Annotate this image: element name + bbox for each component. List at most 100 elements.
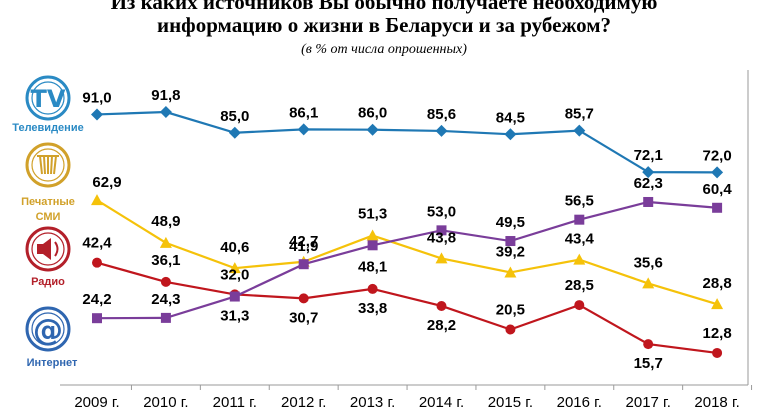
data-label: 31,3 (220, 308, 249, 325)
data-label: 30,7 (289, 309, 318, 326)
data-label: 48,1 (358, 258, 387, 275)
icon-inner-ring (31, 81, 65, 115)
data-label: 86,1 (289, 104, 318, 121)
data-label: 49,5 (496, 214, 525, 231)
data-point-triangle (91, 194, 103, 206)
icon-label: Телевидение (12, 122, 83, 134)
sound-wave (54, 241, 59, 257)
data-label: 28,5 (565, 277, 594, 294)
data-point-diamond (504, 128, 517, 141)
data-point-circle (643, 339, 654, 350)
data-label: 12,8 (702, 325, 731, 342)
x-tick-label: 2017 г. (626, 394, 671, 408)
data-point-circle (505, 324, 516, 335)
data-label: 72,0 (702, 147, 731, 164)
data-label: 33,8 (358, 300, 387, 317)
data-point-square (712, 202, 723, 213)
data-label: 20,5 (496, 301, 525, 318)
data-label: 62,9 (92, 174, 121, 191)
data-point-circle (298, 293, 309, 304)
data-label: 41,9 (289, 238, 318, 255)
data-label: 56,5 (565, 193, 594, 210)
data-point-square (574, 214, 585, 225)
icon-label: Радио (31, 276, 65, 288)
newspaper-stroke (39, 155, 43, 175)
data-point-square (436, 225, 447, 236)
data-point-square (160, 312, 171, 323)
data-label: 48,9 (151, 213, 180, 230)
icon-inner-ring (31, 148, 65, 182)
data-label: 72,1 (634, 147, 663, 164)
data-point-circle (92, 257, 102, 268)
data-label: 91,8 (151, 87, 180, 104)
newspaper-icon: Печатные СМИ (21, 142, 75, 223)
data-point-triangle (642, 277, 655, 289)
data-point-diamond (297, 123, 310, 136)
data-point-diamond (159, 106, 172, 119)
icon-ring (25, 75, 71, 121)
series-1 (91, 194, 724, 310)
data-point-diamond (366, 123, 379, 136)
speaker-cone (43, 238, 51, 260)
data-label: 85,7 (565, 106, 594, 123)
series-line (96, 261, 718, 355)
data-point-diamond (228, 126, 241, 139)
data-point-diamond (91, 108, 103, 121)
data-point-circle (160, 276, 171, 287)
chart-title-line-1: Из каких источников Вы обычно получаете … (110, 0, 658, 14)
x-tick-label: 2016 г. (557, 394, 602, 408)
data-label: 40,6 (220, 239, 249, 256)
data-point-triangle (435, 252, 448, 264)
icon-label: СМИ (36, 211, 61, 223)
data-point-circle (436, 300, 447, 311)
data-label: 91,0 (82, 89, 111, 106)
data-label: 24,3 (151, 291, 180, 308)
tv-icon: TV Телевидение (12, 75, 84, 134)
data-point-diamond (435, 124, 448, 137)
series-line (96, 110, 718, 174)
data-point-square (229, 291, 240, 302)
data-point-square (298, 259, 309, 270)
x-tick-label: 2013 г. (350, 394, 395, 408)
x-tick-label: 2014 г. (419, 394, 464, 408)
x-tick-label: 2011 г. (213, 394, 257, 408)
data-label: 43,4 (565, 231, 595, 248)
data-point-triangle (228, 262, 241, 274)
x-tick-label: 2009 г. (74, 394, 119, 408)
data-label: 85,6 (427, 106, 456, 123)
data-point-square (367, 240, 378, 251)
series-line (96, 200, 718, 320)
speaker-body (37, 244, 43, 254)
tv-symbol: TV (31, 85, 66, 113)
data-label: 43,8 (427, 229, 456, 246)
data-label: 60,4 (702, 181, 732, 198)
data-label: 36,1 (151, 252, 180, 269)
data-point-circle (367, 283, 378, 294)
data-label: 53,0 (427, 203, 456, 220)
x-tick-label: 2010 г. (143, 394, 188, 408)
data-label: 35,6 (634, 254, 663, 271)
data-label: 28,2 (427, 317, 456, 334)
x-tick-label: 2012 г. (281, 394, 326, 408)
data-label: 85,0 (220, 108, 249, 125)
icon-label: Печатные (21, 196, 75, 208)
newspaper-stroke (50, 155, 53, 175)
newspaper-stroke (43, 155, 46, 175)
data-point-diamond (642, 166, 655, 179)
series-line (96, 199, 718, 306)
data-label: 39,2 (496, 243, 525, 260)
radio-icon: Радио (25, 226, 71, 288)
series-3 (92, 196, 723, 324)
data-label: 28,8 (702, 275, 731, 292)
data-point-square (643, 196, 654, 207)
x-tick-label: 2015 г. (488, 394, 533, 408)
data-label: 42,4 (82, 235, 112, 252)
data-point-circle (574, 300, 585, 311)
data-label: 84,5 (496, 109, 525, 126)
icon-label: Интернет (27, 357, 78, 369)
chart-subtitle: (в % от числа опрошенных) (301, 42, 467, 57)
data-point-triangle (159, 236, 172, 248)
data-point-triangle (366, 229, 379, 241)
icon-inner-ring (31, 232, 65, 266)
x-tick-label: 2018 г. (694, 394, 739, 408)
